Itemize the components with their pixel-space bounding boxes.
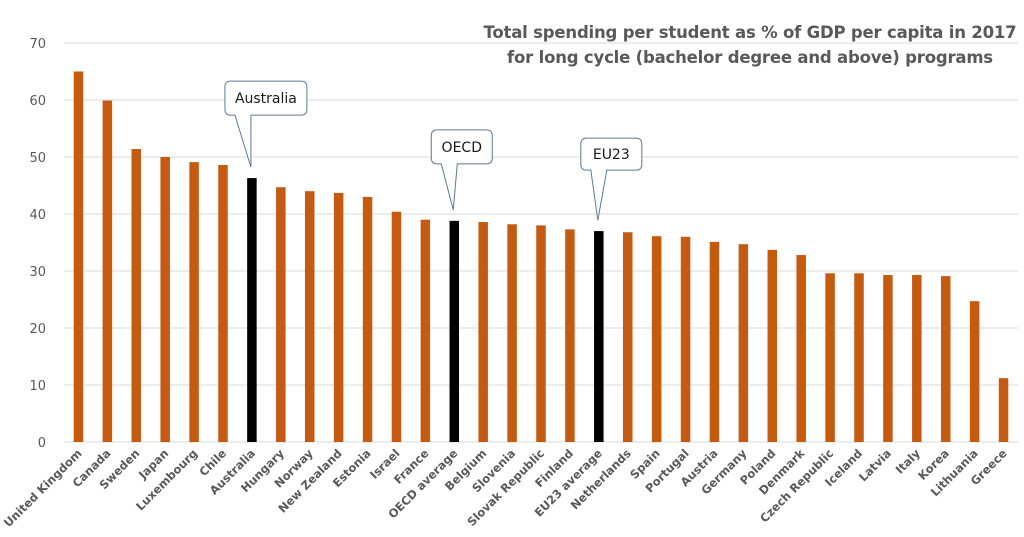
callout-shape bbox=[580, 137, 643, 221]
bar-estonia bbox=[362, 196, 373, 442]
bar-hungary bbox=[276, 187, 286, 442]
callout-australia: Australia bbox=[224, 80, 308, 168]
y-tick-label: 20 bbox=[29, 322, 46, 337]
callout-shape bbox=[224, 80, 308, 168]
bar-new-zealand bbox=[333, 192, 344, 442]
bar-luxembourg bbox=[189, 162, 199, 442]
x-tick-label: United Kingdom bbox=[1, 446, 85, 530]
bar-slovak-republic bbox=[536, 225, 546, 442]
bar-eu23-average bbox=[594, 231, 604, 442]
chart-title-line-2: for long cycle (bachelor degree and abov… bbox=[507, 48, 993, 67]
bar-chile bbox=[218, 164, 228, 443]
bar-italy bbox=[912, 274, 922, 442]
y-tick-label: 0 bbox=[38, 436, 46, 451]
bar-czech-republic bbox=[825, 273, 835, 442]
bar-latvia bbox=[883, 274, 893, 442]
bar-israel bbox=[391, 211, 402, 442]
callout-shape bbox=[430, 129, 493, 210]
bars bbox=[73, 71, 1009, 443]
bar-sweden bbox=[131, 149, 142, 442]
bar-austria bbox=[709, 241, 720, 442]
bar-norway bbox=[304, 191, 315, 442]
bar-denmark bbox=[796, 255, 806, 442]
y-tick-label: 70 bbox=[29, 37, 46, 52]
bar-spain bbox=[651, 236, 662, 442]
callout-label: EU23 bbox=[593, 147, 630, 163]
bar-iceland bbox=[854, 273, 864, 442]
bar-japan bbox=[160, 157, 170, 442]
bar-netherlands bbox=[622, 232, 633, 442]
bar-lithuania bbox=[969, 301, 980, 442]
bar-poland bbox=[767, 249, 778, 442]
bar-slovenia bbox=[507, 224, 517, 442]
x-tick-label: Latvia bbox=[856, 446, 894, 484]
y-tick-label: 50 bbox=[29, 151, 46, 166]
chart-title: Total spending per student as % of GDP p… bbox=[470, 20, 1024, 70]
y-tick-label: 40 bbox=[29, 208, 46, 223]
bar-australia bbox=[247, 178, 257, 442]
y-tick-label: 60 bbox=[29, 94, 46, 109]
x-axis-category-labels: United KingdomCanadaSwedenJapanLuxembour… bbox=[1, 446, 1010, 530]
callout-label: Australia bbox=[235, 91, 297, 107]
y-tick-label: 30 bbox=[29, 265, 46, 280]
bar-greece bbox=[998, 378, 1009, 442]
bar-belgium bbox=[478, 221, 488, 442]
y-axis-tick-labels: 0 10 20 30 40 50 60 70 bbox=[29, 37, 46, 451]
bar-united-kingdom bbox=[73, 71, 84, 442]
bar-france bbox=[420, 219, 431, 442]
bar-canada bbox=[102, 100, 113, 442]
bar-finland bbox=[565, 229, 575, 442]
y-tick-label: 10 bbox=[29, 379, 46, 394]
callout-label: OECD bbox=[442, 140, 482, 156]
bar-germany bbox=[738, 244, 749, 442]
callouts: Australia OECD EU23 bbox=[224, 80, 643, 221]
bar-oecd-average bbox=[449, 220, 460, 442]
bar-portugal bbox=[680, 236, 691, 442]
bar-korea bbox=[940, 276, 951, 442]
callout-eu23: EU23 bbox=[580, 137, 643, 221]
chart-title-line-1: Total spending per student as % of GDP p… bbox=[483, 23, 1017, 42]
callout-oecd: OECD bbox=[430, 129, 493, 210]
